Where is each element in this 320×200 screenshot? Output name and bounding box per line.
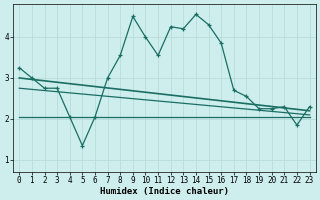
X-axis label: Humidex (Indice chaleur): Humidex (Indice chaleur) [100,187,229,196]
